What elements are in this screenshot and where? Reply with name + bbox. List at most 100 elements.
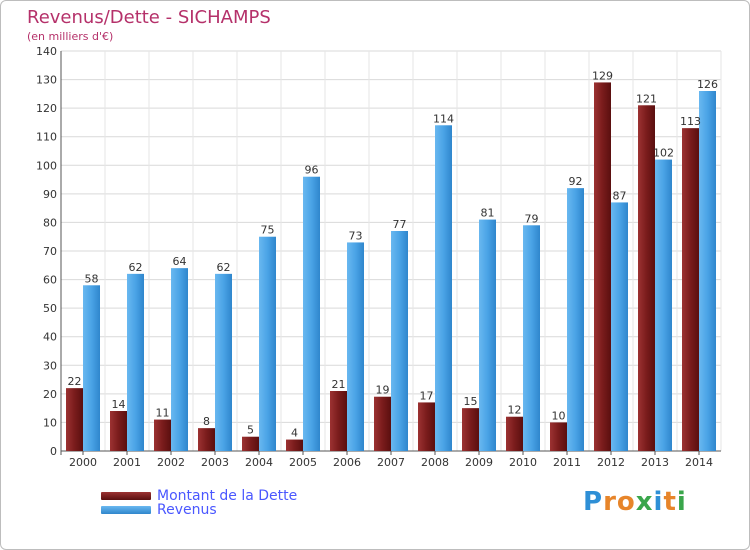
legend-swatch-debt (101, 492, 151, 500)
data-label-revenus-2008: 114 (433, 112, 454, 125)
data-label-revenus-2010: 79 (525, 212, 539, 225)
x-tick-label: 2014 (685, 456, 713, 469)
legend-label-debt: Montant de la Dette (157, 488, 298, 504)
x-tick-label: 2007 (377, 456, 405, 469)
data-label-debt-2000: 22 (68, 375, 82, 388)
y-tick-label: 20 (43, 388, 57, 401)
x-tick-label: 2003 (201, 456, 229, 469)
data-label-debt-2010: 12 (508, 404, 522, 417)
bar-revenus-2003 (215, 273, 232, 451)
bar-revenus-2012 (611, 202, 628, 451)
data-label-debt-2008: 17 (420, 389, 434, 402)
data-label-debt-2002: 11 (156, 407, 170, 420)
x-tick-label: 2000 (69, 456, 97, 469)
x-tick-label: 2011 (553, 456, 581, 469)
y-tick-label: 10 (43, 416, 57, 429)
data-label-debt-2009: 15 (464, 395, 478, 408)
legend-label-revenus: Revenus (157, 502, 217, 518)
x-tick-label: 2004 (245, 456, 273, 469)
data-label-revenus-2005: 96 (305, 164, 319, 177)
data-label-debt-2004: 5 (247, 424, 254, 437)
data-label-debt-2007: 19 (376, 384, 390, 397)
legend-item-debt: Montant de la Dette (101, 489, 297, 503)
y-tick-label: 0 (50, 445, 57, 458)
bar-debt-2013 (638, 105, 655, 452)
data-label-revenus-2014: 126 (697, 78, 718, 91)
data-label-debt-2006: 21 (332, 378, 346, 391)
bar-debt-2003 (198, 428, 215, 451)
data-label-debt-2003: 8 (203, 415, 210, 428)
x-tick-label: 2009 (465, 456, 493, 469)
data-label-revenus-2006: 73 (349, 229, 363, 242)
bar-revenus-2000 (83, 285, 100, 451)
x-tick-label: 2010 (509, 456, 537, 469)
data-label-revenus-2003: 62 (217, 261, 231, 274)
bar-revenus-2008 (435, 125, 452, 452)
data-label-revenus-2002: 64 (173, 255, 187, 268)
data-label-revenus-2011: 92 (569, 175, 583, 188)
data-label-debt-2014: 113 (680, 115, 701, 128)
bar-revenus-2013 (655, 159, 672, 452)
legend-item-revenus: Revenus (101, 503, 217, 517)
x-tick-label: 2008 (421, 456, 449, 469)
bar-debt-2009 (462, 408, 479, 451)
bar-debt-2002 (154, 419, 171, 451)
bar-revenus-2001 (127, 273, 144, 451)
x-tick-label: 2006 (333, 456, 361, 469)
y-tick-label: 130 (36, 74, 57, 87)
x-tick-label: 2002 (157, 456, 185, 469)
data-label-debt-2012: 129 (592, 69, 613, 82)
bar-revenus-2002 (171, 268, 188, 451)
y-tick-label: 90 (43, 188, 57, 201)
y-tick-label: 50 (43, 302, 57, 315)
bar-revenus-2010 (523, 225, 540, 451)
y-tick-label: 80 (43, 216, 57, 229)
bar-debt-2011 (550, 422, 567, 451)
y-tick-label: 70 (43, 245, 57, 258)
legend-swatch-revenus (101, 506, 151, 514)
data-label-debt-2011: 10 (552, 409, 566, 422)
bar-revenus-2005 (303, 176, 320, 451)
data-label-revenus-2001: 62 (129, 261, 143, 274)
bar-debt-2004 (242, 436, 259, 451)
data-label-revenus-2013: 102 (653, 147, 674, 160)
data-label-revenus-2007: 77 (393, 218, 407, 231)
y-tick-label: 110 (36, 131, 57, 144)
y-tick-label: 40 (43, 331, 57, 344)
data-label-debt-2001: 14 (112, 398, 126, 411)
data-label-debt-2013: 121 (636, 92, 657, 105)
bars (66, 82, 716, 452)
x-tick-label: 2001 (113, 456, 141, 469)
data-label-debt-2005: 4 (291, 427, 298, 440)
bar-revenus-2014 (699, 91, 716, 451)
bar-revenus-2011 (567, 188, 584, 451)
data-labels: 22 58 14 62 11 64 8 62 5 75 4 96 21 73 19 77 17 114 15 81 12… (68, 69, 719, 439)
data-label-revenus-2004: 75 (261, 224, 275, 237)
bar-debt-2010 (506, 416, 523, 451)
chart-title: Revenus/Dette - SICHAMPS (27, 7, 271, 28)
bar-debt-2007 (374, 396, 391, 451)
bar-debt-2012 (594, 82, 611, 451)
chart-subtitle: (en milliers d'€) (27, 30, 114, 43)
bar-revenus-2006 (347, 242, 364, 451)
bar-debt-2014 (682, 128, 699, 451)
bar-debt-2008 (418, 402, 435, 451)
proxiti-logo: Proxiti (583, 487, 687, 517)
y-tick-label: 60 (43, 274, 57, 287)
y-tick-label: 30 (43, 359, 57, 372)
data-label-revenus-2000: 58 (85, 272, 99, 285)
x-tick-label: 2012 (597, 456, 625, 469)
data-label-revenus-2012: 87 (613, 189, 627, 202)
bar-debt-2006 (330, 391, 347, 451)
bar-revenus-2007 (391, 231, 408, 451)
x-tick-label: 2005 (289, 456, 317, 469)
y-tick-label: 120 (36, 102, 57, 115)
bar-revenus-2004 (259, 236, 276, 451)
y-tick-label: 100 (36, 159, 57, 172)
bar-debt-2000 (66, 388, 83, 451)
bar-debt-2005 (286, 439, 303, 451)
data-label-revenus-2009: 81 (481, 207, 495, 220)
y-tick-label: 140 (36, 45, 57, 58)
